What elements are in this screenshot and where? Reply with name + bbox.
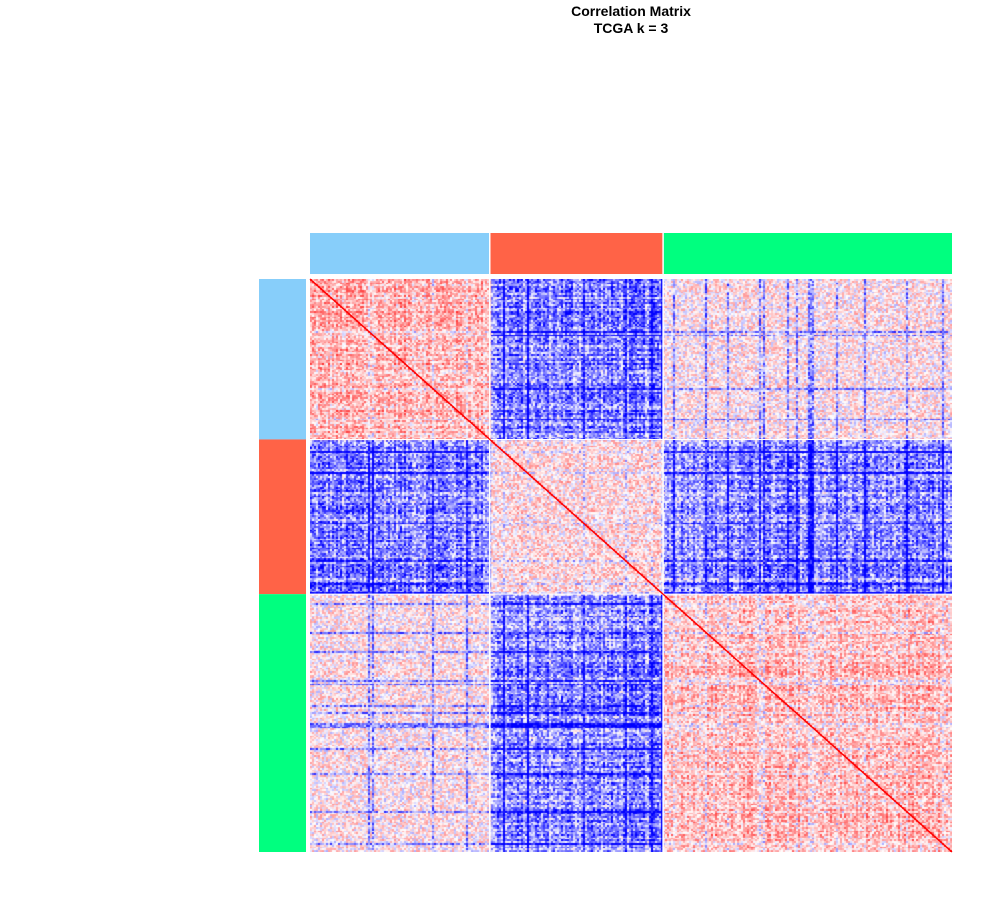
row-cluster-bars bbox=[259, 279, 306, 852]
column-cluster-bar-2 bbox=[489, 233, 664, 274]
chart-subtitle: TCGA k = 3 bbox=[593, 20, 669, 36]
diagonal-line bbox=[309, 278, 953, 853]
column-cluster-bar-3 bbox=[663, 233, 952, 274]
row-cluster-bar-1 bbox=[259, 279, 306, 440]
column-cluster-bar-1 bbox=[310, 233, 490, 274]
row-cluster-bar-2 bbox=[259, 439, 306, 595]
row-cluster-bar-3 bbox=[259, 594, 306, 852]
column-cluster-bars bbox=[310, 233, 952, 274]
chart-title: Correlation Matrix bbox=[571, 3, 691, 19]
cluster-dividers bbox=[310, 233, 952, 852]
title-block: Correlation Matrix TCGA k = 3 bbox=[481, 3, 781, 37]
